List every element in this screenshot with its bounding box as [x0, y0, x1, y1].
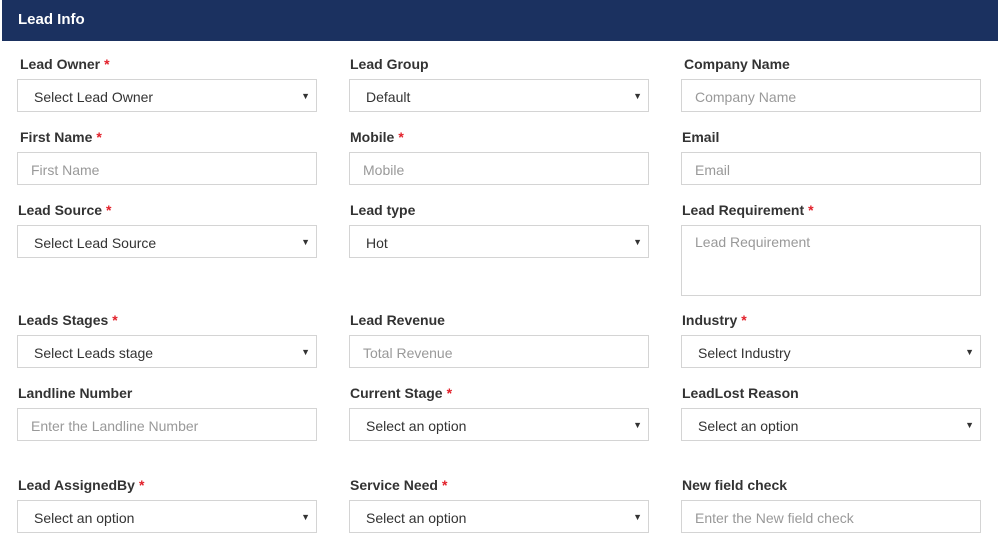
caret-down-icon: ▼ [301, 91, 310, 101]
lead-requirement-textarea[interactable]: Lead Requirement [681, 225, 981, 296]
new-field-check-input[interactable]: Enter the New field check [681, 500, 981, 533]
lead-assignedby-value: Select an option [34, 510, 135, 526]
caret-down-icon: ▼ [965, 420, 974, 430]
current-stage-value: Select an option [366, 418, 467, 434]
required-marker: * [741, 312, 747, 328]
section-header: Lead Info [2, 0, 998, 41]
lead-source-label: Lead Source [18, 202, 103, 218]
company-name-input[interactable]: Company Name [681, 79, 981, 112]
lead-owner-value: Select Lead Owner [34, 89, 154, 105]
service-need-select[interactable]: Select an option ▼ [349, 500, 649, 533]
company-name-label: Company Name [684, 56, 790, 72]
section-title: Lead Info [18, 11, 85, 28]
lead-group-select[interactable]: Default ▼ [349, 79, 649, 112]
required-marker: * [104, 56, 110, 72]
required-marker: * [398, 129, 404, 145]
required-marker: * [446, 385, 453, 401]
lead-owner-select[interactable]: Select Lead Owner ▼ [17, 79, 317, 112]
email-input[interactable]: Email [681, 152, 981, 185]
company-name-placeholder: Company Name [695, 89, 797, 105]
new-field-check-label: New field check [682, 477, 788, 493]
lead-owner-label: Lead Owner [20, 56, 101, 72]
first-name-placeholder: First Name [31, 162, 100, 178]
lead-assignedby-label: Lead AssignedBy [18, 477, 135, 493]
landline-number-label: Landline Number [18, 385, 133, 401]
industry-label: Industry [682, 312, 738, 328]
caret-down-icon: ▼ [301, 512, 310, 522]
landline-number-placeholder: Enter the Landline Number [31, 418, 199, 434]
caret-down-icon: ▼ [633, 91, 642, 101]
lead-type-label: Lead type [350, 202, 416, 218]
lead-source-value: Select Lead Source [34, 235, 157, 251]
landline-number-input[interactable]: Enter the Landline Number [17, 408, 317, 441]
caret-down-icon: ▼ [633, 512, 642, 522]
caret-down-icon: ▼ [633, 237, 642, 247]
leadlost-reason-value: Select an option [698, 418, 799, 434]
lead-revenue-placeholder: Total Revenue [363, 345, 453, 361]
caret-down-icon: ▼ [301, 237, 310, 247]
caret-down-icon: ▼ [965, 347, 974, 357]
lead-assignedby-select[interactable]: Select an option ▼ [17, 500, 317, 533]
mobile-placeholder: Mobile [363, 162, 405, 178]
required-marker: * [96, 129, 102, 145]
leads-stages-select[interactable]: Select Leads stage ▼ [17, 335, 317, 368]
current-stage-select[interactable]: Select an option ▼ [349, 408, 649, 441]
lead-requirement-label: Lead Requirement [682, 202, 805, 218]
service-need-label: Service Need [350, 477, 438, 493]
new-field-check-placeholder: Enter the New field check [695, 510, 854, 526]
current-stage-label: Current Stage [350, 385, 443, 401]
lead-revenue-input[interactable]: Total Revenue [349, 335, 649, 368]
leads-stages-label: Leads Stages [18, 312, 109, 328]
first-name-label: First Name [20, 129, 93, 145]
lead-type-value: Hot [366, 235, 388, 251]
required-marker: * [138, 477, 145, 493]
lead-type-select[interactable]: Hot ▼ [349, 225, 649, 258]
service-need-value: Select an option [366, 510, 467, 526]
first-name-input[interactable]: First Name [17, 152, 317, 185]
mobile-input[interactable]: Mobile [349, 152, 649, 185]
email-label: Email [682, 129, 720, 145]
required-marker: * [106, 202, 112, 218]
industry-select[interactable]: Select Industry ▼ [681, 335, 981, 368]
lead-group-value: Default [366, 89, 411, 105]
caret-down-icon: ▼ [301, 347, 310, 357]
leadlost-reason-select[interactable]: Select an option ▼ [681, 408, 981, 441]
lead-group-label: Lead Group [350, 56, 429, 72]
caret-down-icon: ▼ [633, 420, 642, 430]
lead-requirement-placeholder: Lead Requirement [695, 234, 811, 250]
leads-stages-value: Select Leads stage [34, 345, 154, 361]
required-marker: * [441, 477, 448, 493]
mobile-label: Mobile [350, 129, 395, 145]
leadlost-reason-label: LeadLost Reason [682, 385, 799, 401]
industry-value: Select Industry [698, 345, 791, 361]
required-marker: * [808, 202, 814, 218]
lead-revenue-label: Lead Revenue [350, 312, 445, 328]
required-marker: * [112, 312, 118, 328]
lead-source-select[interactable]: Select Lead Source ▼ [17, 225, 317, 258]
email-placeholder: Email [695, 162, 731, 178]
